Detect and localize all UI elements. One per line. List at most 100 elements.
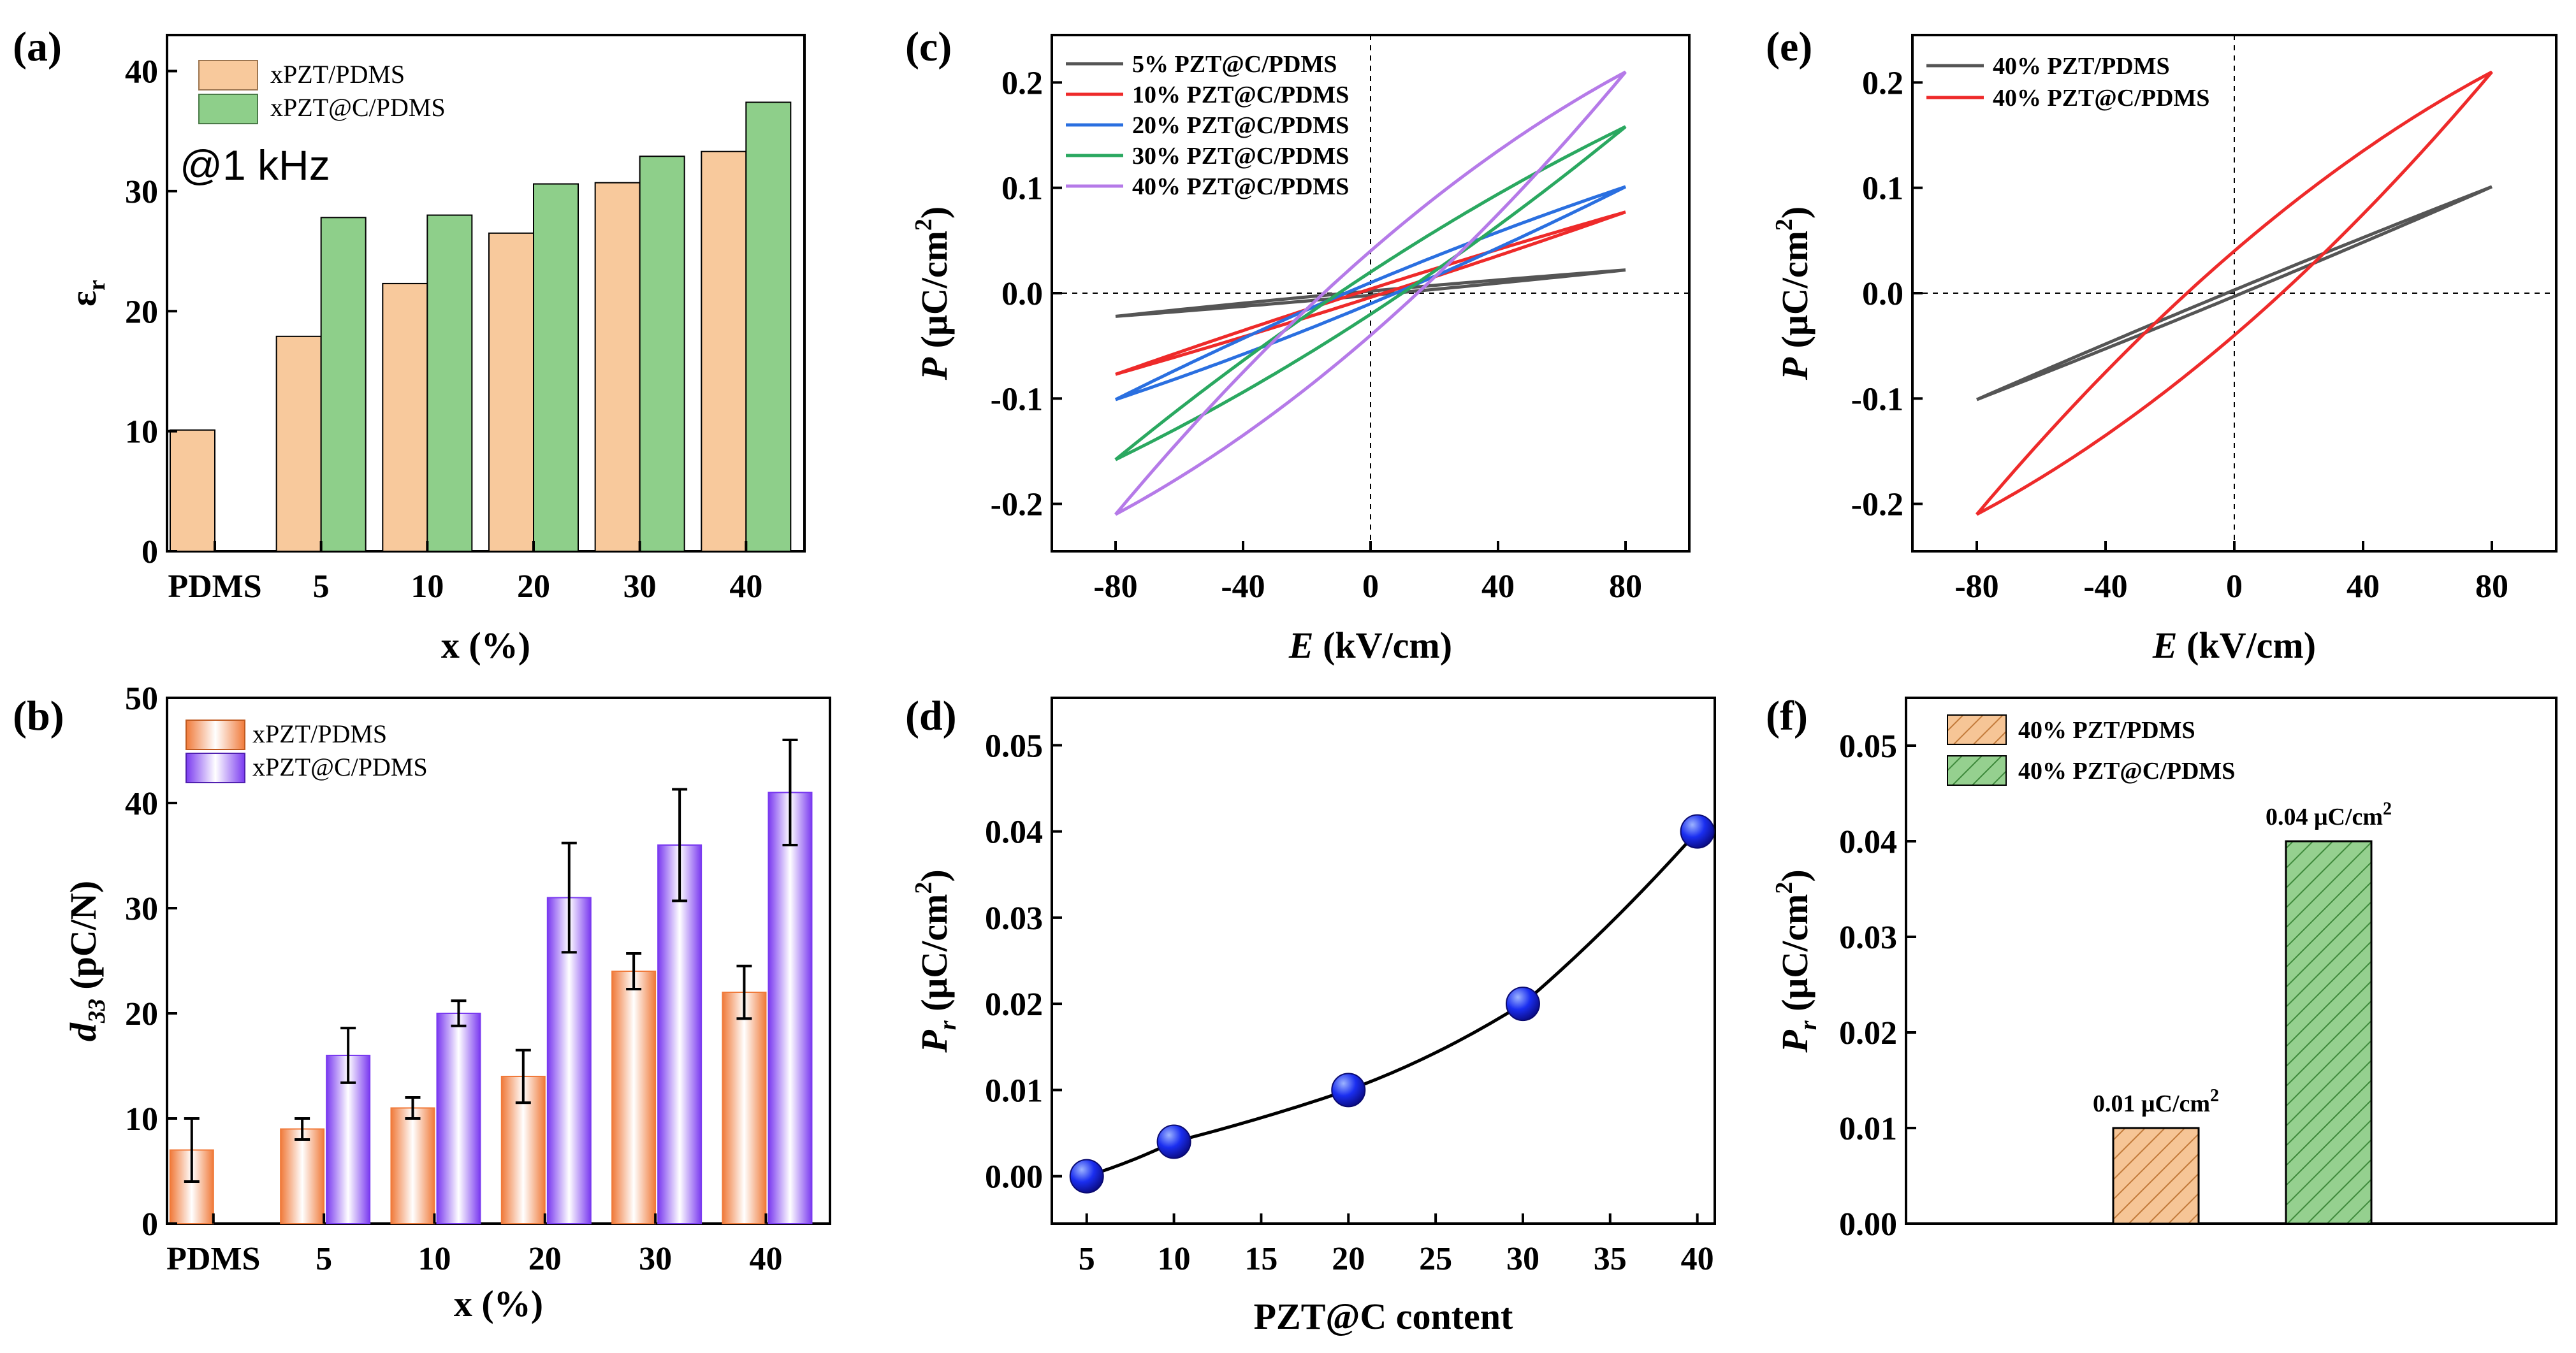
value-label-0: 0.01 μC/cm2 xyxy=(2093,1086,2219,1117)
ytick-label: 0.03 xyxy=(1839,920,1897,956)
panel-c: (c) -0.2 -0.1 0.0 0.1 0.2 -80 -40 0 40 80 5% PZT… xyxy=(905,24,1691,666)
loop-10-pzt-c-pdms xyxy=(1115,210,1626,376)
ytick-label: 0.00 xyxy=(985,1159,1043,1196)
bar-pzt-40 xyxy=(722,992,767,1224)
data-point-5 xyxy=(1069,1159,1104,1194)
panel-b-xlabel: x (%) xyxy=(454,1283,543,1324)
bar-pztc-40 xyxy=(745,101,792,553)
ytick-label: 0.02 xyxy=(1839,1015,1897,1052)
ytick-label: 0.0 xyxy=(1862,276,1903,312)
panel-f-legend: 40% PZT/PDMS 40% PZT@C/PDMS xyxy=(1947,714,2235,786)
ytick-label: -0.1 xyxy=(1851,381,1903,417)
panel-a-label: (a) xyxy=(13,24,62,70)
ytick-label: 40 xyxy=(125,54,158,90)
panel-a-xlabel: x (%) xyxy=(441,625,530,666)
ytick-label: -0.2 xyxy=(1851,487,1903,523)
loop-40-pzt-c-pdms xyxy=(1976,70,2493,516)
legend-a-swatch-1 xyxy=(198,94,258,124)
legend-b-swatch-0 xyxy=(186,720,245,750)
data-point-40 xyxy=(1680,814,1715,849)
ytick-label: 0.04 xyxy=(985,814,1043,851)
ytick-label: 0 xyxy=(142,1206,158,1243)
xtick-label: 40 xyxy=(1481,568,1515,605)
bar-pzt-10 xyxy=(390,1107,435,1224)
ytick-label: 30 xyxy=(125,891,158,927)
ytick-label: 30 xyxy=(125,174,158,210)
xtick-label: 0 xyxy=(2226,568,2243,605)
panel-b-legend: xPZT/PDMS xPZT@C/PDMS xyxy=(186,720,428,783)
xtick-label: 0 xyxy=(1362,568,1379,605)
bar-pztc-30 xyxy=(657,844,702,1224)
bar-pzt-30 xyxy=(594,182,641,552)
xtick-label: 80 xyxy=(1609,568,1642,605)
xtick-label: PDMS xyxy=(168,568,261,605)
legend-label: 40% PZT@C/PDMS xyxy=(1132,173,1349,200)
panel-a: (a) 0 10 20 30 40 PDMS 5 10 20 30 40 xPZT/PDMS xP… xyxy=(13,24,806,666)
xtick-label: 25 xyxy=(1419,1241,1452,1277)
ytick-label: 20 xyxy=(125,996,158,1032)
trend-line xyxy=(1086,830,1699,1178)
panel-e: (e) -0.2 -0.1 0.0 0.1 0.2 -80 -40 0 40 80 40% PZ… xyxy=(1766,24,2558,666)
panel-e-ylabel: P (μC/cm2) xyxy=(1771,206,1816,381)
legend-label: 40% PZT@C/PDMS xyxy=(1993,85,2209,112)
bar-pztc-5 xyxy=(320,217,367,553)
ytick-label: 0.1 xyxy=(1862,171,1903,207)
legend-a-swatch-0 xyxy=(198,60,258,90)
legend-b-swatch-1 xyxy=(186,753,245,783)
panel-d-label: (d) xyxy=(905,693,957,739)
panel-d-ylabel: Pr (μC/cm2) xyxy=(910,869,961,1053)
bar-pztc-30 xyxy=(639,156,685,553)
bar-pzt-20 xyxy=(500,1076,546,1224)
ytick-label: 10 xyxy=(125,414,158,451)
legend-label: 30% PZT@C/PDMS xyxy=(1132,143,1349,170)
xtick-label: 5 xyxy=(1079,1241,1095,1277)
legend-a-label-1: xPZT@C/PDMS xyxy=(270,93,446,122)
panel-b-frame xyxy=(166,697,831,1225)
data-point-30 xyxy=(1505,987,1540,1022)
loop-5-pzt-c-pdms xyxy=(1115,268,1626,318)
xtick-label: 40 xyxy=(2347,568,2380,605)
bar-pzt xyxy=(2112,1127,2200,1225)
legend-b-label-0: xPZT/PDMS xyxy=(252,720,387,748)
panel-e-label: (e) xyxy=(1766,24,1812,70)
ytick-label: 0.0 xyxy=(1001,276,1043,312)
panel-f-ylabel: Pr (μC/cm2) xyxy=(1771,869,1822,1053)
legend-f-label-1: 40% PZT@C/PDMS xyxy=(2018,758,2235,785)
ytick-label: 0.00 xyxy=(1839,1206,1897,1243)
ytick-label: 10 xyxy=(125,1101,158,1138)
panel-c-ylabel: P (μC/cm2) xyxy=(910,206,955,381)
ytick-label: 20 xyxy=(125,294,158,330)
ytick-label: 0.01 xyxy=(1839,1111,1897,1147)
panel-a-ylabel: εr xyxy=(62,280,110,307)
bar-pztc-10 xyxy=(426,214,473,552)
legend-label: 10% PZT@C/PDMS xyxy=(1132,82,1349,108)
legend-b-label-1: xPZT@C/PDMS xyxy=(252,753,428,781)
ytick-label: 0.04 xyxy=(1839,824,1897,860)
xtick-label: 10 xyxy=(418,1241,451,1277)
bar-pztc-40 xyxy=(768,792,813,1224)
bar-pztc-10 xyxy=(436,1013,481,1224)
legend-a-label-0: xPZT/PDMS xyxy=(270,60,405,89)
xtick-label: 15 xyxy=(1244,1241,1277,1277)
xtick-label: PDMS xyxy=(166,1241,260,1277)
xtick-label: 30 xyxy=(623,568,657,605)
bar-pzt-10 xyxy=(382,282,428,552)
legend-f-swatch-1 xyxy=(1947,755,2007,786)
panel-e-xlabel: E (kV/cm) xyxy=(2152,625,2316,666)
xtick-label: 5 xyxy=(316,1241,332,1277)
ytick-label: 0.05 xyxy=(1839,728,1897,765)
ytick-label: -0.1 xyxy=(991,381,1043,417)
xtick-label: 10 xyxy=(411,568,444,605)
panel-c-label: (c) xyxy=(905,24,952,70)
value-label-1: 0.04 μC/cm2 xyxy=(2266,799,2392,830)
panel-c-legend: 5% PZT@C/PDMS 10% PZT@C/PDMS 20% PZT@C/PDM… xyxy=(1066,51,1349,200)
xtick-label: -80 xyxy=(1954,568,1998,605)
data-point-10 xyxy=(1156,1124,1191,1159)
xtick-label: 20 xyxy=(517,568,550,605)
ytick-label: 50 xyxy=(125,681,158,717)
panel-f: (f) 0.01 μC/cm2 0.04 μC/cm2 0.00 0.01 0.02 0… xyxy=(1766,693,2558,1243)
ytick-label: 0 xyxy=(142,534,158,570)
panel-e-legend: 40% PZT/PDMS 40% PZT@C/PDMS xyxy=(1926,53,2209,112)
panel-f-label: (f) xyxy=(1766,693,1808,739)
